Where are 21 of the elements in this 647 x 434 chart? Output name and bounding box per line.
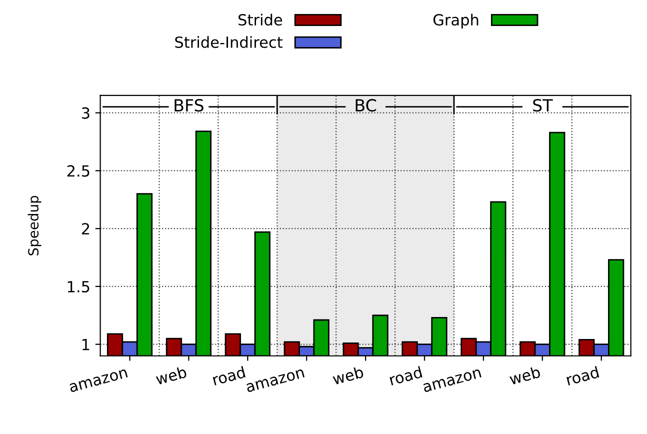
legend-label: Stride-Indirect xyxy=(175,36,283,48)
x-tick-label: amazon xyxy=(422,368,482,392)
x-tick-label: road xyxy=(566,366,600,386)
x-tick-label: road xyxy=(212,366,246,386)
y-tick-label: 3 xyxy=(82,107,90,119)
y-tick-label: 2.5 xyxy=(67,165,90,177)
annotation: BFS xyxy=(174,98,204,112)
x-tick-label: road xyxy=(388,366,422,386)
y-tick-label: 1.5 xyxy=(68,281,90,292)
y-tick-label: 2 xyxy=(82,223,90,234)
y-tick-label: 1 xyxy=(82,338,90,350)
legend-label: Stride xyxy=(238,14,282,26)
x-tick-label: web xyxy=(154,366,188,386)
x-tick-label: web xyxy=(508,366,541,386)
x-tick-label: web xyxy=(332,366,364,386)
x-tick-label: amazon xyxy=(69,368,128,392)
y-axis-title: Speedup xyxy=(28,196,42,256)
annotation: ST xyxy=(533,98,553,112)
x-tick-label: amazon xyxy=(246,368,305,392)
legend-label: Graph xyxy=(433,14,478,29)
annotation: BC xyxy=(356,98,376,112)
